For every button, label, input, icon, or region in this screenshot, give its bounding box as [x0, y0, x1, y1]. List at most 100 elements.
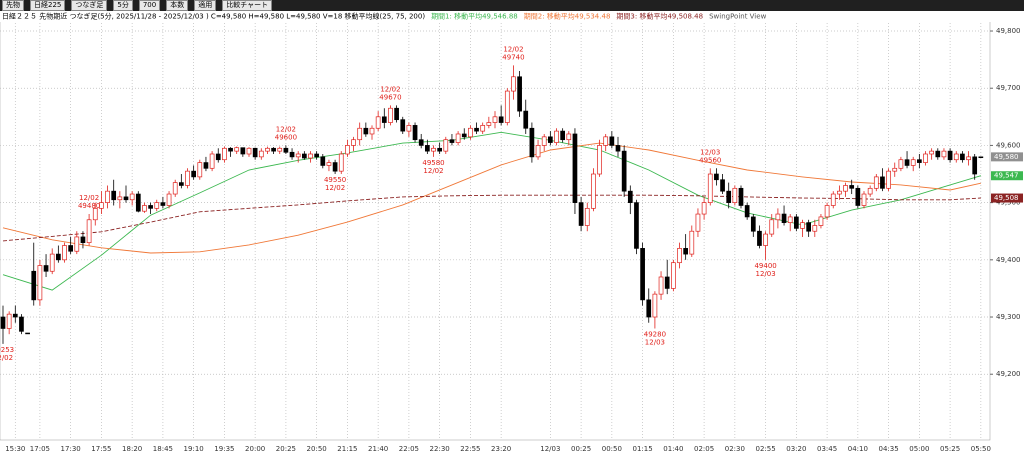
candle-body: [142, 205, 147, 212]
toolbar-button[interactable]: 適用: [194, 0, 217, 11]
x-tick-label: 15:30: [5, 445, 25, 453]
candle-body: [603, 136, 609, 146]
candle-body: [49, 253, 55, 272]
swing-label: 12/02: [380, 85, 400, 93]
candle-body: [578, 202, 584, 226]
candle-body: [504, 90, 510, 123]
toolbar-button[interactable]: 700: [138, 0, 161, 11]
candle-body: [388, 107, 393, 123]
candle-body: [658, 276, 664, 295]
candle-body: [670, 262, 676, 289]
x-tick-label: 01:15: [633, 445, 653, 453]
toolbar-button[interactable]: 比較チャート: [222, 0, 273, 11]
swing-label: 12/02: [325, 184, 345, 192]
toolbar-button[interactable]: 5分: [113, 0, 133, 11]
title-text: 日経２２５ 先物期近 つなぎ足(5分, 2025/11/28 - 2025/12…: [2, 12, 425, 21]
candle-body: [80, 236, 86, 244]
swing-label: 12/03: [700, 148, 720, 156]
candle-body: [591, 173, 596, 209]
candle-body: [351, 139, 356, 146]
swing-label: 12/02: [0, 354, 13, 362]
candle-body: [252, 147, 258, 158]
swing-label: 49580: [422, 159, 444, 167]
y-tick-label: 49,600: [996, 141, 1021, 149]
toolbar-button[interactable]: 先物: [2, 0, 24, 11]
x-tick-label: 03:20: [786, 445, 806, 453]
candle-body: [308, 153, 313, 159]
candle-body: [449, 139, 455, 143]
chart-title: 日経２２５ 先物期近 つなぎ足(5分, 2025/11/28 - 2025/12…: [2, 12, 767, 21]
candle-body: [74, 236, 80, 252]
toolbar-button[interactable]: つなぎ足: [71, 0, 108, 11]
candle-body: [394, 107, 399, 121]
x-tick-label: 20:50: [307, 445, 327, 453]
candle-body: [129, 193, 135, 201]
candle-body: [750, 216, 756, 232]
price-tag-label: 49,547: [994, 172, 1019, 180]
swing-label: 49600: [275, 133, 297, 141]
candle-body: [830, 193, 836, 206]
candle-body: [701, 202, 707, 215]
x-tick-label: 22:05: [399, 445, 419, 453]
candle-body: [529, 127, 535, 158]
candle-body: [283, 147, 289, 153]
swing-label: 12/02: [503, 45, 523, 53]
candle-body: [480, 125, 486, 132]
candle-body: [880, 176, 885, 189]
candle-body: [652, 293, 658, 318]
x-tick-label: 23:20: [491, 445, 511, 453]
toolbar-button[interactable]: 日経225: [30, 0, 66, 11]
candle-body: [6, 313, 12, 329]
candle-body: [953, 153, 959, 161]
x-tick-label: 17:55: [91, 445, 111, 453]
candle-body: [246, 147, 252, 155]
candle-body: [892, 167, 898, 172]
swing-label: 49280: [644, 330, 666, 338]
swing-label: 49550: [324, 176, 346, 184]
candle-body: [265, 147, 270, 152]
candle-body: [867, 187, 873, 195]
candle-body: [0, 316, 6, 329]
candle-body: [19, 316, 24, 332]
candle-body: [172, 182, 178, 195]
candle-body: [609, 136, 615, 146]
candle-body: [338, 153, 344, 172]
candle-body: [714, 173, 719, 181]
legend-entry: 期間2: 移動平均49,534.48: [524, 12, 611, 21]
candle-body: [381, 116, 387, 123]
swing-label: 12/02: [423, 167, 443, 175]
candle-body: [584, 207, 590, 226]
x-tick-label: 04:35: [879, 445, 899, 453]
toolbar-button[interactable]: 本数: [166, 0, 189, 11]
candle-body: [92, 207, 98, 221]
candle-body: [941, 150, 947, 158]
candle-body: [757, 230, 762, 246]
candle-body: [375, 116, 381, 129]
candle-body: [824, 205, 830, 218]
candle-body: [240, 147, 246, 155]
candle-body: [689, 230, 695, 255]
candle-body: [923, 153, 928, 163]
candle-body: [781, 213, 787, 223]
candle-body: [646, 299, 652, 318]
candle-body: [320, 156, 326, 166]
x-tick-label: 17:30: [61, 445, 81, 453]
candle-body: [695, 213, 701, 232]
x-tick-label: 17:05: [30, 445, 50, 453]
candle-body: [615, 145, 621, 152]
x-tick-label: 00:50: [602, 445, 622, 453]
candle-body: [793, 216, 799, 229]
swing-label: 12/03: [645, 338, 665, 346]
candle-body: [640, 248, 645, 301]
legend-entry: 期間1: 移動平均49,546.88: [431, 12, 518, 21]
y-tick-label: 49,300: [996, 313, 1021, 321]
candle-body: [560, 130, 566, 141]
candle-body: [720, 179, 725, 192]
candle-body: [68, 245, 74, 252]
candle-body: [215, 153, 221, 161]
candle-body: [468, 127, 473, 138]
candle-body: [523, 110, 529, 129]
x-tick-label: 04:10: [848, 445, 868, 453]
x-tick-label: 21:15: [337, 445, 357, 453]
candle-body: [511, 76, 516, 92]
